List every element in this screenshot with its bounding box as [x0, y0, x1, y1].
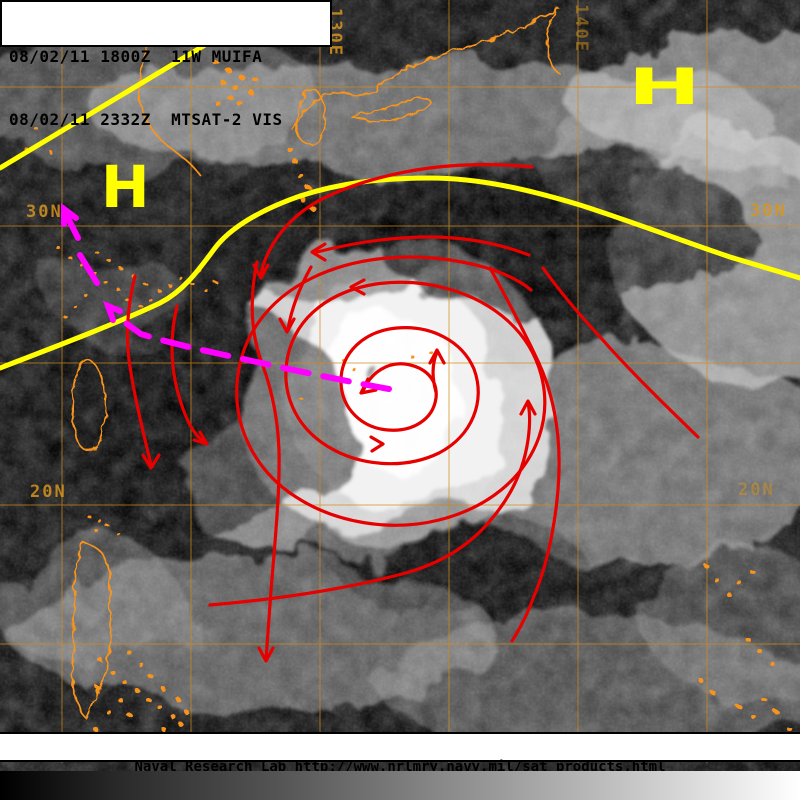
graticule-labels: 30N 30N 20N 20N 130E 140E [26, 4, 787, 502]
lat-label-20n-left: 20N [30, 482, 67, 502]
feeder-band-left-3 [250, 260, 281, 661]
storm-annotation [125, 163, 700, 663]
lat-label-30n-right: 30N [750, 201, 787, 221]
high-pressure-symbols: H H [101, 58, 701, 221]
coast-honshu-east [545, 9, 561, 75]
lat-label-30n-left: 30N [26, 202, 63, 222]
flow-arrowheads [141, 242, 537, 663]
feeder-band-west-short [286, 265, 313, 331]
forecast-track-arrow-shaft [64, 213, 81, 241]
forecast-track [61, 203, 392, 392]
front-line-main [0, 175, 800, 371]
header-datetime-sensor: 08/02/11 2332Z MTSAT-2 VIS [9, 110, 283, 129]
longitude-lines [61, 0, 708, 763]
grayscale-calibration-bar [0, 771, 800, 800]
coast-taiwan [71, 358, 106, 452]
footer-bar: Naval Research Lab http://www.nrlmry.nav… [0, 732, 800, 800]
high-pressure-symbol-east: H [628, 58, 701, 116]
coast-china [138, 39, 202, 177]
feeder-band-left-2 [170, 304, 208, 445]
coast-kyushu [295, 88, 327, 146]
footer-credit-url: Naval Research Lab http://www.nrlmry.nav… [134, 759, 666, 775]
lat-label-20n-right: 20N [738, 480, 775, 500]
feeder-band-east [488, 266, 561, 643]
header-datetime-storm: 08/02/11 1800Z 11W MUIFA [9, 47, 263, 66]
feeder-band-northwest [259, 163, 534, 277]
forecast-track-arrowhead-1 [102, 300, 123, 323]
coast-japan-inland [351, 97, 432, 123]
forecast-track-arrowhead-2 [61, 203, 79, 227]
islands-china-coast [23, 126, 218, 318]
feeder-band-north [315, 235, 531, 257]
forecast-track-dashed [113, 313, 392, 392]
islands-southeast [698, 564, 791, 738]
front-lines [0, 42, 800, 371]
coast-luzon [71, 542, 112, 720]
feeder-band-northeast [541, 266, 700, 439]
islands-babuyan [86, 514, 120, 535]
front-line-northwest [0, 42, 208, 171]
high-pressure-symbol-west: H [101, 153, 150, 221]
image-header-box: 08/02/11 1800Z 11W MUIFA 08/02/11 2332Z … [0, 0, 332, 129]
feeder-band-south [208, 401, 532, 607]
coast-japan [292, 7, 559, 131]
lon-label-140e: 140E [571, 4, 591, 53]
storm-rotation-spiral [235, 255, 547, 527]
coastlines [23, 7, 791, 758]
forecast-track-dash-far [77, 252, 100, 286]
feeder-band-left-1 [125, 274, 153, 467]
islands-kyushu-west [212, 59, 316, 211]
